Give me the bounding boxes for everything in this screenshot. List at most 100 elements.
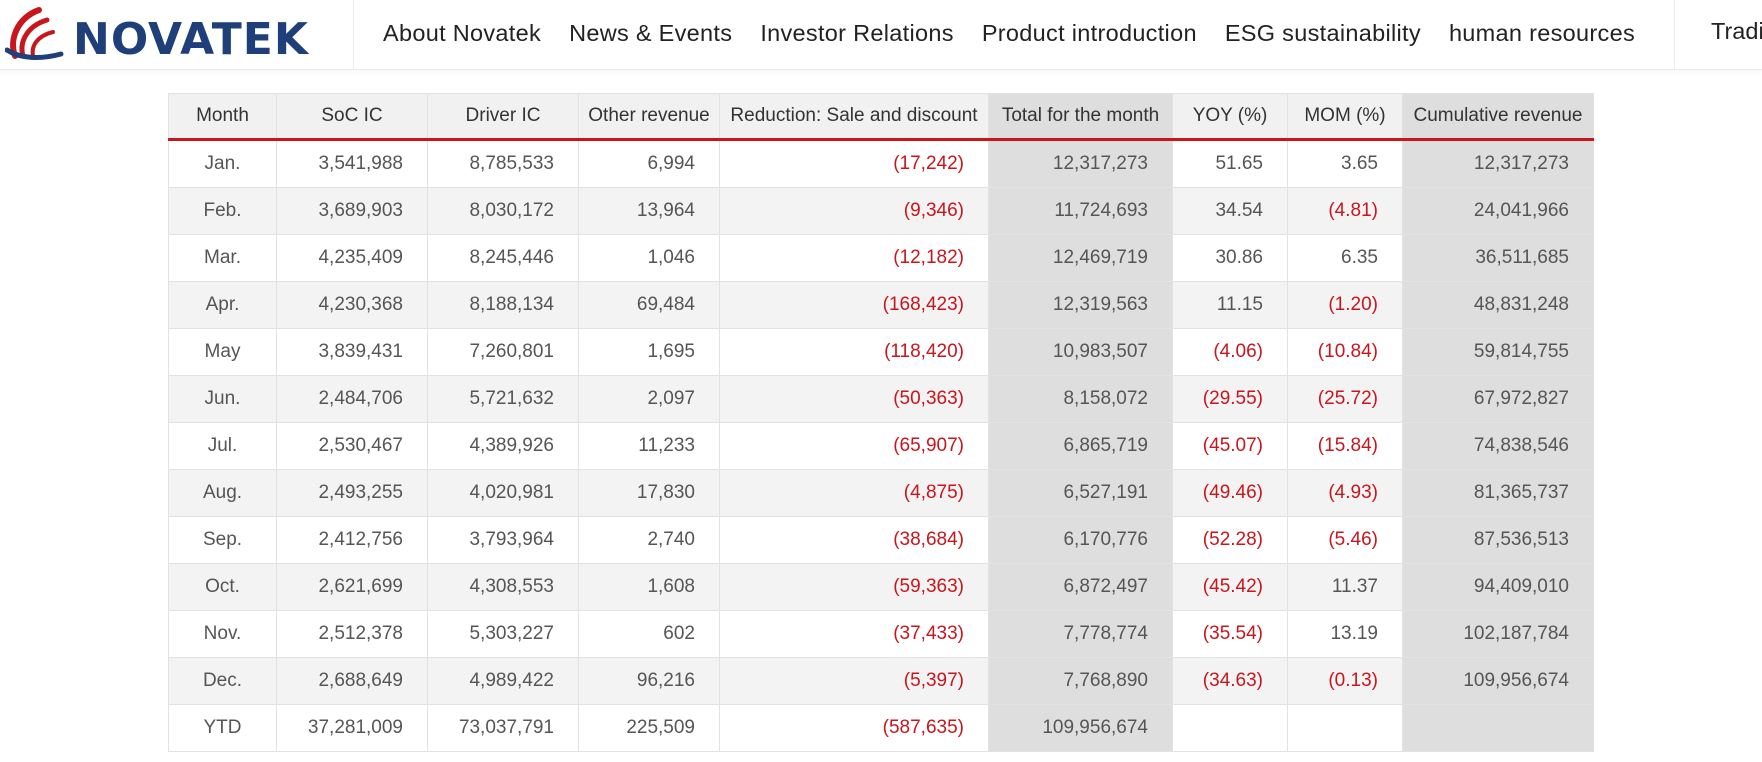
nav-esg-sustainability[interactable]: ESG sustainability xyxy=(1224,19,1421,46)
cell-total-month: 6,527,191 xyxy=(988,469,1173,517)
cell-total-month: 11,724,693 xyxy=(988,187,1173,235)
header-yoy: YOY (%) xyxy=(1172,93,1288,141)
cell-total-month: 6,872,497 xyxy=(988,563,1173,611)
cell-total-month: 6,865,719 xyxy=(988,422,1173,470)
table-row: Sep. 2,412,756 3,793,964 2,740 (38,684) 6,170… xyxy=(168,516,1594,564)
site-header: NOVATEK About Novatek News & Events Inve… xyxy=(0,0,1762,70)
cell-month: Sep. xyxy=(168,516,277,564)
language-switch[interactable]: Traditional Chinese xyxy=(1711,18,1762,44)
table-row: Jul. 2,530,467 4,389,926 11,233 (65,907) 6,86… xyxy=(168,422,1594,470)
swoosh-logo-icon xyxy=(5,7,64,60)
cell-reduction: (118,420) xyxy=(719,328,989,376)
cell-total-month: 7,778,774 xyxy=(988,610,1173,658)
table-row: Jun. 2,484,706 5,721,632 2,097 (50,363) 8,158… xyxy=(168,375,1594,423)
cell-other-revenue: 6,994 xyxy=(578,139,720,188)
cell-other-revenue: 1,046 xyxy=(578,234,720,282)
cell-driver-ic: 8,030,172 xyxy=(427,187,579,235)
cell-mom: (4.81) xyxy=(1287,187,1403,235)
cell-mom: 3.65 xyxy=(1287,139,1403,188)
header-mom: MOM (%) xyxy=(1287,93,1403,141)
cell-yoy: (49.46) xyxy=(1172,469,1288,517)
cell-driver-ic: 8,188,134 xyxy=(427,281,579,329)
header-divider xyxy=(353,0,354,69)
cell-cumulative: 94,409,010 xyxy=(1402,563,1594,611)
cell-total-month: 12,317,273 xyxy=(988,139,1173,188)
cell-other-revenue: 225,509 xyxy=(578,704,720,752)
cell-month: Apr. xyxy=(168,281,277,329)
cell-cumulative: 48,831,248 xyxy=(1402,281,1594,329)
header-other-revenue: Other revenue xyxy=(578,93,720,141)
cell-soc-ic: 3,541,988 xyxy=(276,139,428,188)
cell-month: Feb. xyxy=(168,187,277,235)
cell-yoy: (45.07) xyxy=(1172,422,1288,470)
cell-reduction: (17,242) xyxy=(719,139,989,188)
nav-human-resources[interactable]: human resources xyxy=(1448,19,1636,46)
header-total-month: Total for the month xyxy=(988,93,1173,141)
cell-mom: (10.84) xyxy=(1287,328,1403,376)
cell-yoy: (4.06) xyxy=(1172,328,1288,376)
cell-soc-ic: 2,512,378 xyxy=(276,610,428,658)
cell-other-revenue: 602 xyxy=(578,610,720,658)
cell-reduction: (9,346) xyxy=(719,187,989,235)
cell-yoy xyxy=(1172,704,1288,752)
cell-month: Oct. xyxy=(168,563,277,611)
cell-driver-ic: 4,308,553 xyxy=(427,563,579,611)
cell-reduction: (4,875) xyxy=(719,469,989,517)
cell-reduction: (59,363) xyxy=(719,563,989,611)
cell-soc-ic: 4,235,409 xyxy=(276,234,428,282)
nav-product-introduction[interactable]: Product introduction xyxy=(981,19,1197,46)
monthly-revenue-table: Month SoC IC Driver IC Other revenue Reducti… xyxy=(168,93,1594,752)
cell-mom: 11.37 xyxy=(1287,563,1403,611)
cell-soc-ic: 2,530,467 xyxy=(276,422,428,470)
cell-soc-ic: 2,688,649 xyxy=(276,657,428,705)
cell-other-revenue: 2,097 xyxy=(578,375,720,423)
cell-soc-ic: 4,230,368 xyxy=(276,281,428,329)
header-cumulative: Cumulative revenue xyxy=(1402,93,1594,141)
cell-total-month: 6,170,776 xyxy=(988,516,1173,564)
cell-total-month: 12,319,563 xyxy=(988,281,1173,329)
novatek-logo[interactable]: NOVATEK xyxy=(5,6,315,65)
cell-total-month: 12,469,719 xyxy=(988,234,1173,282)
cell-driver-ic: 3,793,964 xyxy=(427,516,579,564)
cell-driver-ic: 73,037,791 xyxy=(427,704,579,752)
cell-other-revenue: 1,608 xyxy=(578,563,720,611)
cell-other-revenue: 69,484 xyxy=(578,281,720,329)
nav-about-novatek[interactable]: About Novatek xyxy=(383,19,542,46)
cell-cumulative: 74,838,546 xyxy=(1402,422,1594,470)
cell-soc-ic: 2,412,756 xyxy=(276,516,428,564)
cell-other-revenue: 96,216 xyxy=(578,657,720,705)
table-row: Dec. 2,688,649 4,989,422 96,216 (5,397) 7,768… xyxy=(168,657,1594,705)
cell-cumulative: 24,041,966 xyxy=(1402,187,1594,235)
nav-investor-relations[interactable]: Investor Relations xyxy=(760,19,954,46)
table-row: Aug. 2,493,255 4,020,981 17,830 (4,875) 6,527… xyxy=(168,469,1594,517)
cell-other-revenue: 2,740 xyxy=(578,516,720,564)
cell-mom: (5.46) xyxy=(1287,516,1403,564)
cell-yoy: 30.86 xyxy=(1172,234,1288,282)
cell-soc-ic: 2,484,706 xyxy=(276,375,428,423)
table-row: May 3,839,431 7,260,801 1,695 (118,420) 10,98… xyxy=(168,328,1594,376)
cell-reduction: (37,433) xyxy=(719,610,989,658)
cell-cumulative: 81,365,737 xyxy=(1402,469,1594,517)
cell-soc-ic: 3,839,431 xyxy=(276,328,428,376)
cell-month: Dec. xyxy=(168,657,277,705)
cell-yoy: 51.65 xyxy=(1172,139,1288,188)
cell-reduction: (587,635) xyxy=(719,704,989,752)
cell-yoy: (45.42) xyxy=(1172,563,1288,611)
cell-mom xyxy=(1287,704,1403,752)
cell-cumulative: 87,536,513 xyxy=(1402,516,1594,564)
cell-driver-ic: 5,721,632 xyxy=(427,375,579,423)
cell-total-month: 109,956,674 xyxy=(988,704,1173,752)
table-row: Oct. 2,621,699 4,308,553 1,608 (59,363) 6,872… xyxy=(168,563,1594,611)
main-nav: About Novatek News & Events Investor Rel… xyxy=(383,0,1663,66)
cell-reduction: (12,182) xyxy=(719,234,989,282)
cell-month: Jan. xyxy=(168,139,277,188)
cell-month: May xyxy=(168,328,277,376)
cell-cumulative: 36,511,685 xyxy=(1402,234,1594,282)
cell-total-month: 7,768,890 xyxy=(988,657,1173,705)
header-divider xyxy=(1674,0,1675,69)
table-row: Mar. 4,235,409 8,245,446 1,046 (12,182) 12,46… xyxy=(168,234,1594,282)
cell-mom: (25.72) xyxy=(1287,375,1403,423)
nav-news-events[interactable]: News & Events xyxy=(569,19,733,46)
cell-driver-ic: 8,785,533 xyxy=(427,139,579,188)
cell-driver-ic: 7,260,801 xyxy=(427,328,579,376)
